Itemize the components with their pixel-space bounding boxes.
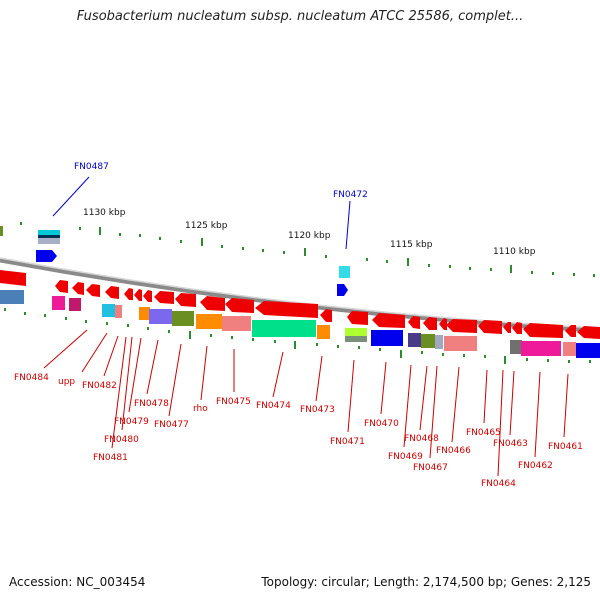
gene-label-bottom: FN0478 — [134, 399, 169, 409]
gene-label-bottom: FN0481 — [93, 453, 128, 463]
gene-label-bottom: FN0482 — [82, 381, 117, 391]
scale-label: 1115 kbp — [390, 240, 433, 250]
scale-label: 1120 kbp — [288, 231, 331, 241]
scale-label: 1125 kbp — [185, 221, 228, 231]
gene-label-bottom: FN0464 — [481, 479, 516, 489]
topology-text: Topology: circular; Length: 2,174,500 bp… — [261, 575, 591, 589]
gene-label-bottom: FN0462 — [518, 461, 553, 471]
gene-label-bottom: FN0484 — [14, 373, 49, 383]
gene-label-bottom: FN0470 — [364, 419, 399, 429]
gene-label-bottom: FN0469 — [388, 452, 423, 462]
gene-label-bottom: FN0474 — [256, 401, 291, 411]
ruler-ticks — [0, 222, 595, 364]
scale-label: 1130 kbp — [83, 208, 126, 218]
forward-features — [0, 226, 350, 296]
gene-label-top: FN0487 — [74, 162, 109, 172]
gene-label-bottom: FN0466 — [436, 446, 471, 456]
gene-label-bottom: FN0471 — [330, 437, 365, 447]
gene-label-bottom: FN0461 — [548, 442, 583, 452]
scale-label: 1110 kbp — [493, 247, 536, 257]
reverse-features — [0, 270, 600, 339]
annotation-blocks — [0, 290, 600, 358]
gene-label-bottom: FN0473 — [300, 405, 335, 415]
gene-label-bottom: FN0465 — [466, 428, 501, 438]
gene-label-bottom: FN0467 — [413, 463, 448, 473]
accession-text: Accession: NC_003454 — [9, 575, 146, 589]
gene-label-bottom: FN0477 — [154, 420, 189, 430]
gene-label-bottom: FN0463 — [493, 439, 528, 449]
gene-label-bottom: FN0468 — [404, 434, 439, 444]
gene-label-bottom: rho — [193, 404, 208, 414]
gene-label-top: FN0472 — [333, 190, 368, 200]
gene-label-bottom: FN0475 — [216, 397, 251, 407]
map-title: Fusobacterium nucleatum subsp. nucleatum… — [76, 9, 524, 24]
gene-label-bottom: FN0480 — [104, 435, 139, 445]
gene-label-bottom: FN0479 — [114, 417, 149, 427]
gene-label-bottom: upp — [58, 377, 75, 387]
